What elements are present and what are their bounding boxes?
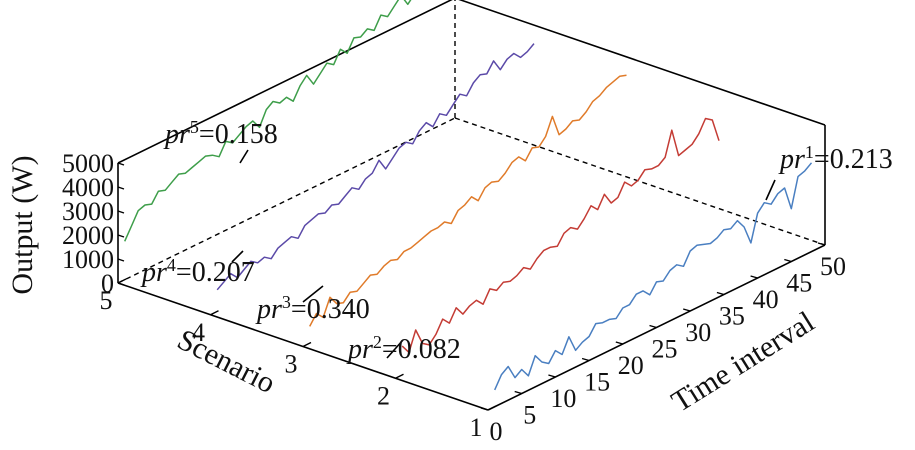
right-floor-edge [454, 117, 826, 246]
x-tick-label: 5 [523, 401, 536, 430]
y-tick-mark [210, 310, 219, 316]
x-tick-label: 15 [584, 368, 610, 397]
z-tick-mark [117, 162, 125, 166]
back-top-edge [117, 0, 453, 164]
x-tick-label: 35 [719, 302, 745, 331]
probability-label-scenario-1: pr1=0.213 [778, 142, 893, 175]
annotation-leader [386, 339, 404, 359]
x-tick-label: 0 [490, 417, 503, 446]
right-top-edge [458, 0, 826, 126]
x-tick-label: 25 [652, 335, 678, 364]
x-tick-label: 10 [550, 384, 576, 413]
series-lines [124, 0, 813, 391]
x-tick-mark [548, 374, 556, 378]
x-tick-mark [514, 390, 522, 395]
y-tick-mark [302, 341, 312, 348]
y-tick-label: 5 [100, 286, 113, 315]
z-tick-label: 2000 [62, 221, 114, 250]
annotation-leader [302, 285, 324, 303]
z-tick-mark [117, 234, 125, 238]
probability-label-scenario-2: pr2=0.082 [346, 332, 461, 365]
z-tick-mark [117, 258, 125, 262]
y-tick-mark [487, 405, 497, 411]
z-tick-label: 0 [101, 269, 114, 298]
z-tick-mark [117, 186, 125, 190]
series-line-scenario-5 [124, 0, 412, 242]
x-tick-mark [615, 341, 623, 345]
x-tick-label: 30 [685, 318, 711, 347]
y-tick-label: 4 [192, 318, 205, 347]
series-line-scenario-3 [309, 74, 627, 327]
axis-ticks: 0100020003000400050001234505101520253035… [62, 149, 846, 446]
z-tick-label: 3000 [62, 197, 114, 226]
y-tick-label: 1 [470, 413, 483, 442]
x-tick-mark [649, 324, 657, 329]
x-tick-mark [683, 308, 691, 312]
axes-box [117, 0, 826, 411]
x-tick-label: 50 [820, 252, 846, 281]
series-line-scenario-4 [216, 43, 535, 291]
annotation-leader [239, 149, 249, 164]
probability-label-scenario-3: pr3=0.340 [255, 292, 370, 325]
annotation-leader [765, 179, 776, 201]
y-tick-mark [117, 278, 127, 284]
y-tick-label: 3 [285, 350, 298, 379]
y-tick-label: 2 [377, 381, 390, 410]
z-tick-mark [117, 282, 125, 286]
series-line-scenario-2 [401, 117, 720, 354]
z-tick-label: 4000 [62, 173, 114, 202]
z-tick-label: 1000 [62, 245, 114, 274]
z-axis-label: Output (W) [6, 155, 39, 294]
x-tick-label: 40 [753, 285, 779, 314]
x-tick-label: 20 [618, 351, 644, 380]
z-tick-label: 5000 [62, 149, 114, 178]
x-tick-mark [716, 291, 725, 296]
z-tick-mark [117, 210, 125, 214]
x-tick-mark [581, 357, 590, 362]
annotation-leader [231, 250, 244, 263]
probability-label-scenario-4: pr4=0.207 [140, 255, 255, 288]
x-tick-mark [817, 242, 826, 246]
x-tick-mark [750, 275, 758, 279]
y-axis-label: Scenario [172, 323, 281, 400]
probability-label-scenario-5: pr5=0.158 [163, 117, 278, 150]
series-line-scenario-1 [494, 162, 813, 391]
x-tick-label: 45 [786, 269, 812, 298]
x-tick-mark [784, 258, 792, 263]
x-tick-mark [480, 407, 489, 411]
y-tick-mark [395, 373, 404, 379]
